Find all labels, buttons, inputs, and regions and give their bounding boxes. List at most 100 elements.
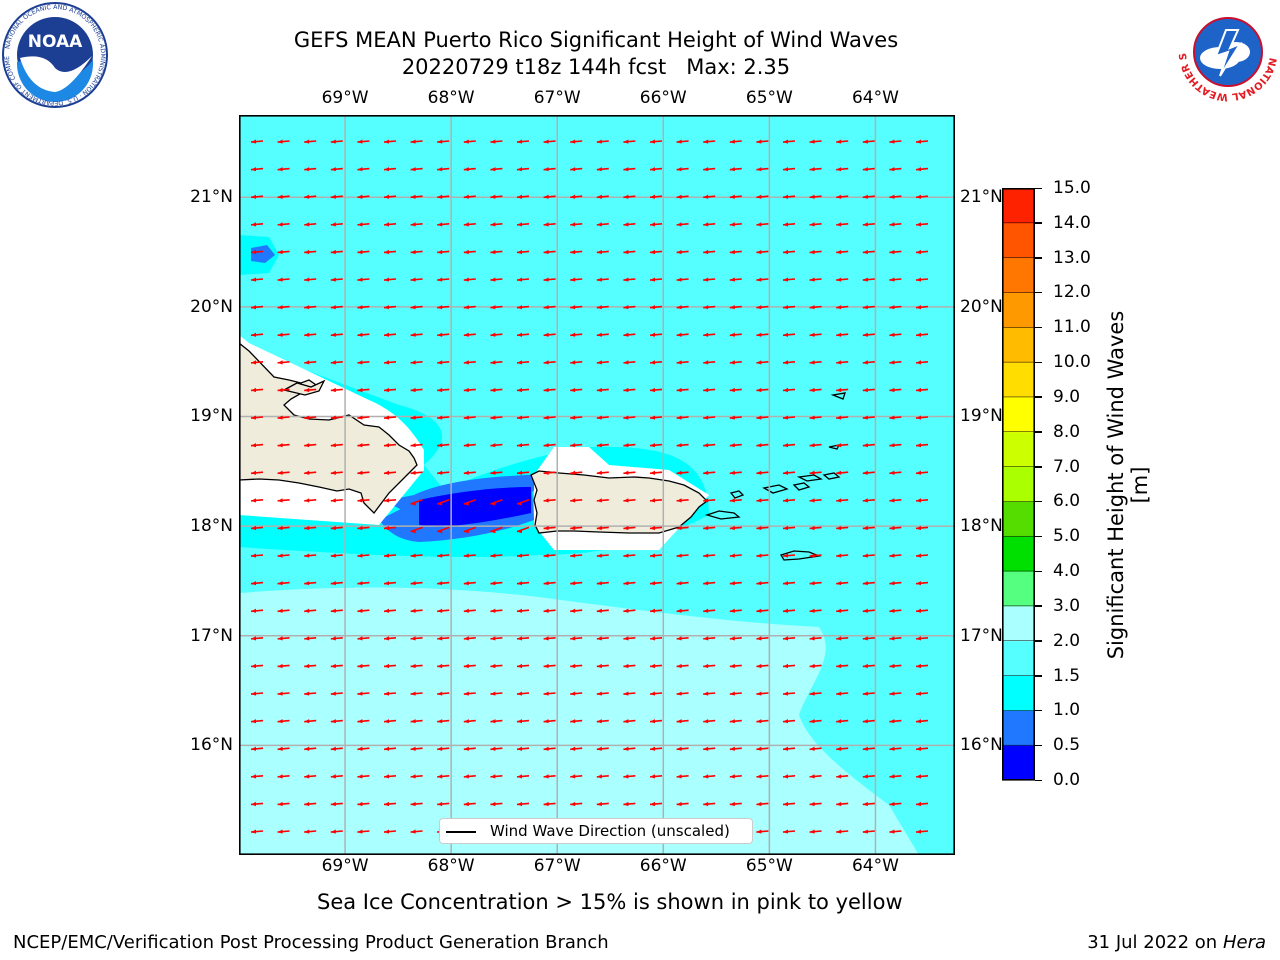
wave-direction-arrow xyxy=(516,746,530,751)
wave-direction-arrow xyxy=(862,829,875,834)
wave-direction-arrow xyxy=(304,719,317,724)
wave-direction-arrow xyxy=(836,829,849,834)
colorbar-tick-label: 3.0 xyxy=(1053,595,1081,616)
wave-direction-arrow xyxy=(676,277,689,282)
lat-tick-label-left: 20°N xyxy=(190,296,233,317)
wave-direction-arrow xyxy=(782,498,796,503)
wave-direction-arrow xyxy=(596,498,609,503)
wave-direction-arrow xyxy=(250,194,264,199)
wave-direction-arrow xyxy=(516,801,530,807)
wave-direction-arrow xyxy=(357,774,370,779)
colorbar-tick xyxy=(1035,291,1042,294)
wave-direction-arrow xyxy=(729,415,742,420)
wave-direction-arrow xyxy=(516,194,530,199)
footer-system: Hera xyxy=(1222,932,1266,953)
wave-direction-arrow xyxy=(676,222,689,227)
wave-direction-arrow xyxy=(516,526,530,534)
wave-direction-arrow xyxy=(304,277,317,282)
wave-direction-arrow xyxy=(490,167,503,172)
wave-direction-arrow xyxy=(570,636,583,641)
land-virgin-gorda xyxy=(822,472,841,480)
wave-direction-arrow xyxy=(357,360,370,365)
wave-direction-arrow xyxy=(782,194,796,199)
wave-direction-arrow xyxy=(649,746,663,751)
wave-direction-arrow xyxy=(623,663,636,669)
wave-direction-arrow xyxy=(836,305,849,310)
wave-direction-arrow xyxy=(463,415,476,420)
wave-direction-arrow xyxy=(649,443,663,448)
wave-direction-arrow xyxy=(330,691,343,696)
wave-direction-arrow xyxy=(915,691,929,696)
wave-direction-arrow xyxy=(782,636,796,641)
colorbar-cell xyxy=(1002,431,1035,468)
wave-direction-arrow xyxy=(437,553,450,558)
wave-direction-arrow xyxy=(490,719,503,724)
wave-direction-arrow xyxy=(809,581,822,586)
wave-direction-arrow xyxy=(330,801,343,807)
lat-tick-label-right: 17°N xyxy=(960,625,1003,646)
wave-direction-arrow xyxy=(490,553,503,558)
wave-direction-arrow xyxy=(729,525,742,531)
wave-direction-arrow xyxy=(357,139,370,144)
wave-direction-arrow xyxy=(703,636,716,641)
colorbar-cell xyxy=(1002,292,1035,328)
wave-direction-arrow xyxy=(330,525,343,531)
wave-direction-arrow xyxy=(516,222,530,227)
wave-direction-arrow xyxy=(516,305,530,310)
wave-direction-arrow xyxy=(250,470,264,475)
wave-direction-arrow xyxy=(809,829,822,834)
wave-direction-arrow xyxy=(649,525,663,531)
wave-direction-arrow xyxy=(250,222,264,227)
wave-direction-arrow xyxy=(357,746,370,751)
colorbar-cell xyxy=(1002,501,1035,537)
wave-direction-arrow xyxy=(729,663,742,669)
wave-direction-arrow xyxy=(836,277,849,282)
wave-direction-arrow xyxy=(889,774,902,779)
wave-direction-arrow xyxy=(649,277,663,282)
wave-direction-arrow xyxy=(915,525,929,531)
wave-direction-arrow xyxy=(915,581,929,586)
wave-direction-arrow xyxy=(676,167,689,172)
wave-direction-arrow xyxy=(304,801,317,807)
wave-direction-arrow xyxy=(729,746,742,751)
wave-direction-arrow xyxy=(570,663,583,669)
wave-direction-arrow xyxy=(703,581,716,586)
wave-direction-arrow xyxy=(703,498,716,503)
wave-direction-arrow xyxy=(676,746,689,751)
wave-direction-arrow xyxy=(463,305,476,310)
wave-direction-arrow xyxy=(782,663,796,669)
wave-direction-arrow xyxy=(756,525,769,531)
wave-direction-arrow xyxy=(437,194,450,199)
wave-direction-arrow xyxy=(410,332,423,337)
lon-tick-label-bottom: 66°W xyxy=(639,856,687,876)
wave-direction-arrow xyxy=(330,470,343,475)
wave-direction-arrow xyxy=(410,636,423,641)
wave-direction-arrow xyxy=(250,719,264,724)
wave-direction-arrow xyxy=(782,470,796,475)
wave-direction-arrow xyxy=(889,525,902,531)
wave-direction-arrow xyxy=(649,139,663,144)
wave-direction-arrow xyxy=(809,525,822,531)
wave-direction-arrow xyxy=(782,525,796,531)
wave-direction-arrow xyxy=(782,581,796,586)
wave-direction-arrow xyxy=(889,305,902,310)
wave-direction-arrow xyxy=(570,608,583,613)
wave-direction-arrow xyxy=(304,525,317,531)
wave-direction-arrow xyxy=(330,719,343,724)
wave-direction-arrow xyxy=(703,608,716,613)
wave-direction-arrow xyxy=(383,498,397,503)
wave-direction-arrow xyxy=(782,167,796,172)
wave-direction-arrow xyxy=(756,581,769,586)
wave-direction-arrow xyxy=(782,829,796,834)
colorbar-cell xyxy=(1002,396,1035,433)
wave-direction-arrow xyxy=(649,801,663,807)
wave-direction-arrow xyxy=(570,360,583,365)
colorbar-tick-label: 1.0 xyxy=(1053,700,1081,721)
wave-direction-arrow xyxy=(543,222,556,227)
wave-direction-arrow xyxy=(570,167,583,172)
colorbar-cell xyxy=(1002,571,1035,607)
wave-direction-arrow xyxy=(304,498,317,503)
wave-direction-arrow xyxy=(862,581,875,586)
wave-direction-arrow xyxy=(862,608,875,613)
wave-direction-arrow xyxy=(304,691,317,696)
